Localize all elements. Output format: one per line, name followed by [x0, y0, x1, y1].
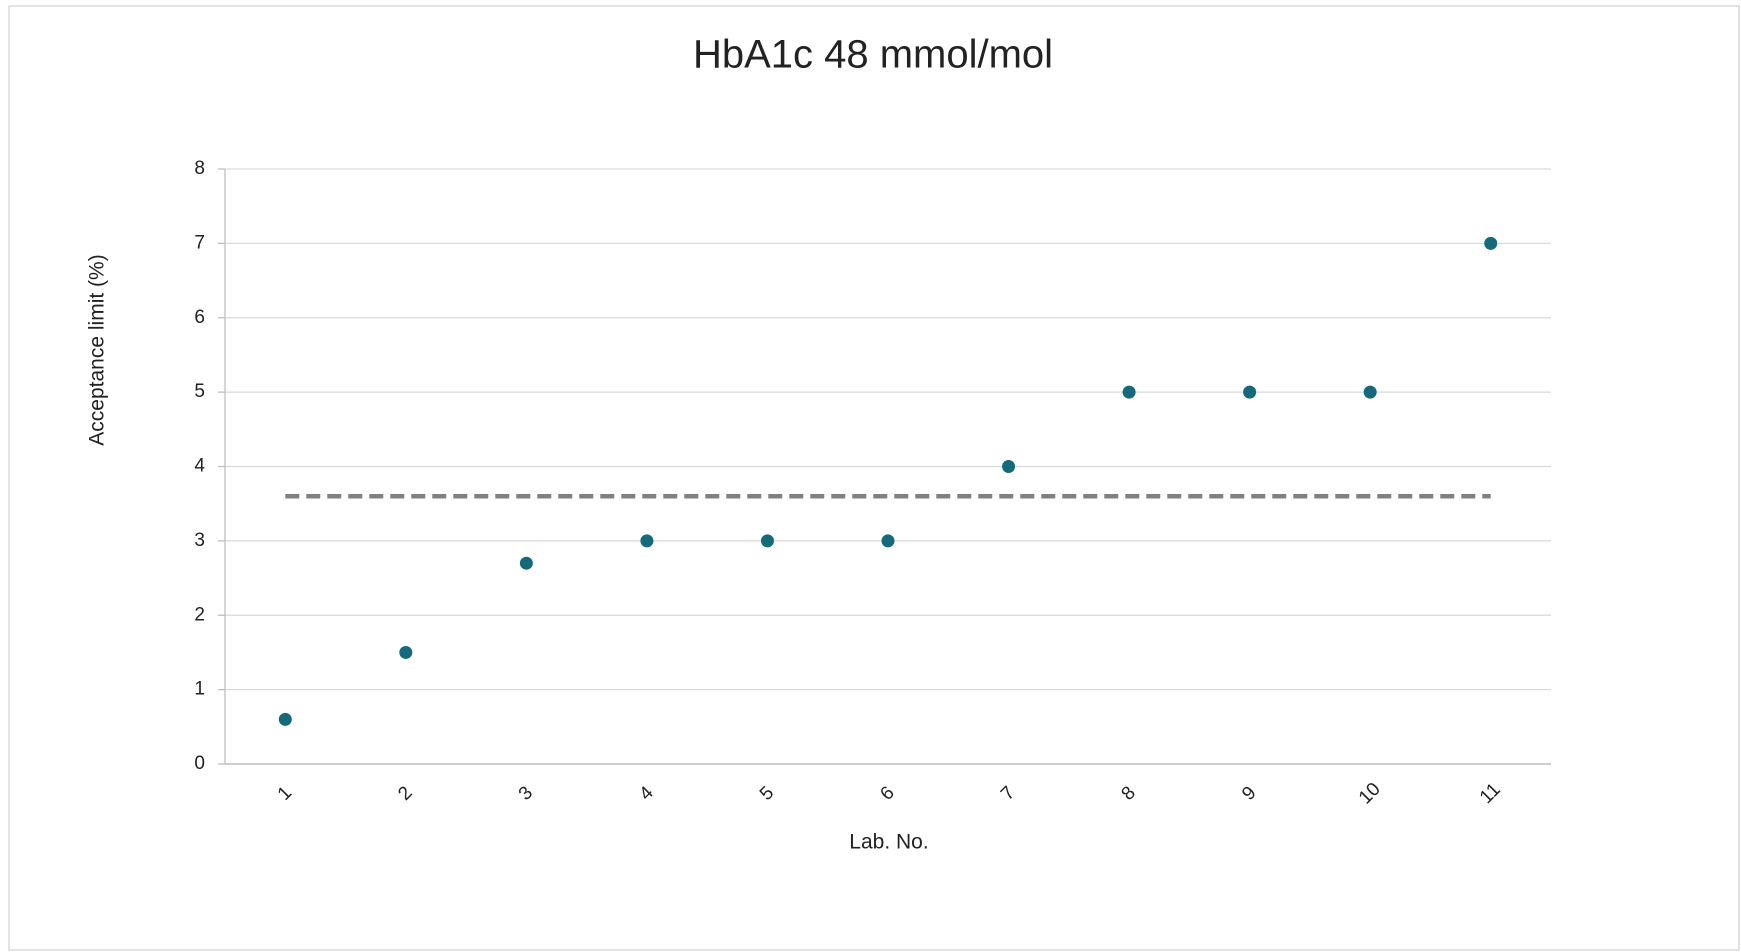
data-point [278, 712, 292, 726]
y-axis-title: Acceptance limit (%) [86, 254, 109, 445]
data-point [640, 534, 654, 548]
x-axis-title: Lab. No. [849, 831, 928, 854]
y-tick-label: 2 [194, 604, 205, 625]
y-tick-label: 0 [194, 753, 205, 774]
y-tick-label: 1 [194, 679, 205, 700]
chart-frame [8, 5, 1740, 951]
data-point [881, 534, 895, 548]
data-point [1002, 460, 1016, 473]
y-tick-label: 5 [194, 381, 205, 402]
chart-title: HbA1c 48 mmol/mol [693, 33, 1053, 77]
y-tick-label: 3 [194, 530, 205, 551]
data-point [519, 556, 533, 570]
data-point [1363, 385, 1377, 399]
data-point [760, 534, 774, 548]
data-point [1243, 385, 1257, 399]
y-tick-label: 7 [194, 232, 205, 253]
y-tick-label: 8 [194, 158, 205, 179]
y-tick-label: 4 [194, 456, 205, 477]
y-tick-label: 6 [194, 307, 205, 328]
data-point [399, 645, 413, 659]
data-point [1122, 385, 1136, 399]
data-point [1484, 236, 1498, 250]
